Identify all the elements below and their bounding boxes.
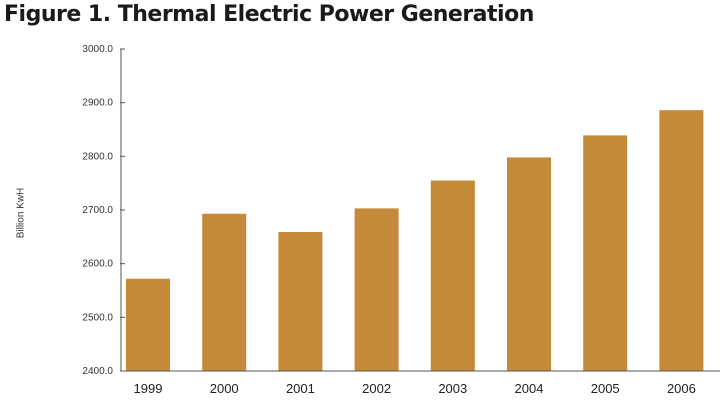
- bars: [126, 110, 704, 372]
- x-tick-label: 2006: [667, 381, 696, 396]
- y-tick-label: 2900.0: [82, 98, 113, 109]
- y-tick-label: 2700.0: [82, 205, 113, 216]
- y-tick-label: 2400.0: [82, 366, 113, 377]
- x-tick-label: 2005: [591, 381, 620, 396]
- bar-2006: [659, 110, 704, 372]
- x-tick-label: 2003: [438, 381, 467, 396]
- x-tick-label: 1999: [134, 381, 163, 396]
- bar-2003: [430, 180, 475, 371]
- x-tick-label: 2002: [362, 381, 391, 396]
- y-tick-label: 2800.0: [82, 151, 113, 162]
- y-tick-label: 3000.0: [82, 44, 113, 55]
- bar-1999: [126, 278, 170, 371]
- x-tick-label: 2001: [286, 381, 315, 396]
- chart-title: Figure 1. Thermal Electric Power Generat…: [4, 2, 534, 27]
- bar-2004: [507, 157, 551, 371]
- y-axis: 2400.0 2500.0 2600.0 2700.0 2800.0 2900.0 3000…: [82, 44, 125, 377]
- bar-2005: [583, 135, 628, 371]
- x-tick-label: 2004: [515, 381, 544, 396]
- bar-2001: [278, 232, 323, 371]
- bar-2000: [202, 213, 247, 371]
- y-tick-label: 2600.0: [82, 259, 113, 270]
- y-tick-label: 2500.0: [82, 312, 113, 323]
- x-axis: 1999 2000 2001 2002 2003 2004 2005 2006: [121, 370, 720, 396]
- bar-2002: [354, 208, 399, 371]
- x-tick-label: 2000: [210, 381, 239, 396]
